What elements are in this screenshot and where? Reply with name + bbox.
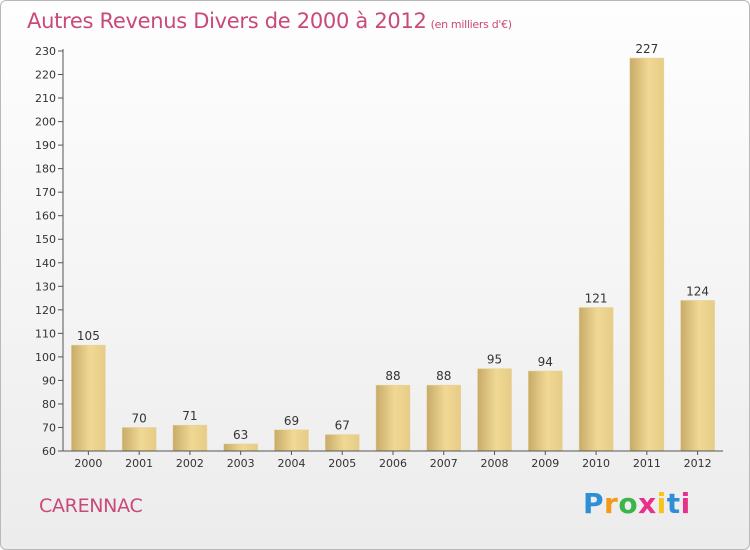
bar-2003 — [223, 443, 258, 452]
bar-2010 — [578, 307, 614, 452]
y-tick-label: 190 — [35, 139, 56, 152]
x-axis-ticks: 2000 2001 2002 2003 2004 2005 2006 2007 2008 2009… — [74, 451, 712, 470]
x-tick-label: 2005 — [328, 457, 356, 470]
y-tick-label: 130 — [35, 280, 56, 293]
y-tick-label: 170 — [35, 186, 56, 199]
y-tick-label: 200 — [35, 116, 56, 129]
bar-2006 — [375, 384, 411, 452]
logo-letter: r — [604, 487, 619, 520]
x-tick-label: 2008 — [481, 457, 509, 470]
y-tick-label: 180 — [35, 163, 56, 176]
bar-2012 — [680, 300, 715, 452]
logo-letter: x — [638, 487, 657, 520]
y-tick-label: 80 — [42, 398, 56, 411]
x-tick-label: 2006 — [379, 457, 407, 470]
chart-title: Autres Revenus Divers de 2000 à 2012 (en … — [27, 9, 512, 33]
bar-value-label: 71 — [182, 409, 197, 423]
bar-2002 — [172, 424, 208, 452]
bar-value-label: 69 — [284, 414, 299, 428]
bars-group: 105 70 71 63 69 67 88 88 95 94 121 227 124 — [71, 42, 715, 452]
x-tick-label: 2009 — [531, 457, 559, 470]
y-tick-label: 150 — [35, 233, 56, 246]
x-tick-label: 2002 — [176, 457, 204, 470]
bar-2011 — [629, 57, 665, 452]
x-tick-label: 2012 — [684, 457, 712, 470]
x-tick-label: 2001 — [125, 457, 153, 470]
x-tick-label: 2000 — [74, 457, 102, 470]
chart-title-unit: (en milliers d'€) — [430, 18, 512, 31]
bar-value-label: 95 — [487, 353, 502, 367]
bar-value-label: 121 — [585, 291, 608, 305]
bar-2004 — [274, 429, 309, 452]
bar-value-label: 94 — [538, 355, 553, 369]
x-tick-label: 2010 — [582, 457, 610, 470]
bar-value-label: 88 — [385, 369, 400, 383]
bar-2001 — [121, 427, 157, 452]
y-tick-label: 100 — [35, 351, 56, 364]
bar-2009 — [528, 370, 563, 452]
chart-title-text: Autres Revenus Divers de 2000 à 2012 — [27, 9, 427, 33]
proxiti-logo[interactable]: Proxiti — [583, 487, 691, 520]
y-tick-label: 160 — [35, 210, 56, 223]
bar-value-label: 227 — [635, 42, 658, 56]
place-name: CARENNAC — [39, 495, 143, 517]
y-tick-label: 120 — [35, 304, 56, 317]
logo-letter: i — [656, 487, 667, 520]
x-tick-label: 2007 — [430, 457, 458, 470]
y-tick-label: 110 — [35, 327, 56, 340]
logo-letter: P — [583, 487, 605, 520]
y-tick-label: 220 — [35, 69, 56, 82]
y-tick-label: 60 — [42, 445, 56, 458]
bar-value-label: 124 — [686, 284, 709, 298]
bar-value-label: 70 — [132, 411, 147, 425]
logo-letter: t — [666, 487, 681, 520]
bar-value-label: 105 — [77, 329, 100, 343]
bar-2005 — [324, 434, 360, 452]
bar-value-label: 67 — [335, 419, 350, 433]
bar-2007 — [426, 384, 462, 452]
x-tick-label: 2011 — [633, 457, 661, 470]
x-tick-label: 2003 — [227, 457, 255, 470]
bar-value-label: 88 — [436, 369, 451, 383]
bar-2000 — [71, 344, 106, 452]
y-tick-label: 140 — [35, 257, 56, 270]
x-tick-label: 2004 — [277, 457, 305, 470]
y-tick-label: 70 — [42, 421, 56, 434]
logo-letter: o — [618, 487, 639, 520]
y-tick-label: 230 — [35, 45, 56, 58]
y-axis-ticks: 60 70 80 90 100 110 120 130 140 150 160 170 180 190 20… — [35, 45, 63, 458]
logo-letter: i — [680, 487, 691, 520]
y-tick-label: 210 — [35, 92, 56, 105]
bar-2008 — [477, 368, 512, 452]
y-tick-label: 90 — [42, 374, 56, 387]
bar-value-label: 63 — [233, 428, 248, 442]
